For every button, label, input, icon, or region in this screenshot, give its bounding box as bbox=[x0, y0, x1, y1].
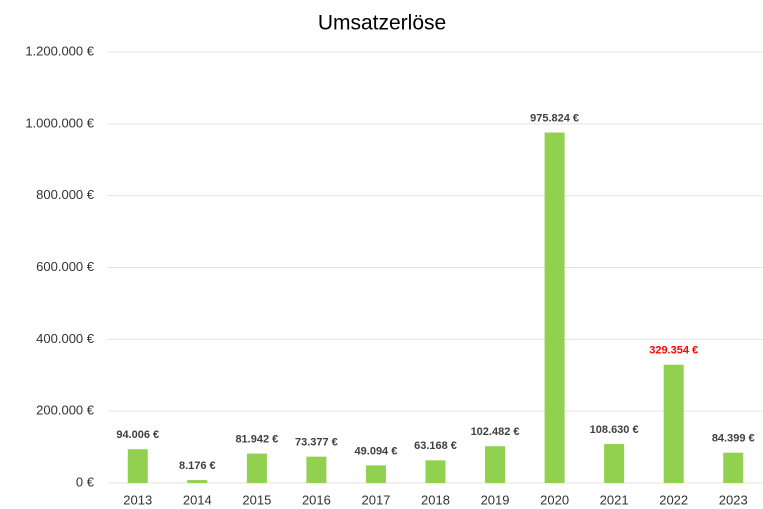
x-tick-label: 2018 bbox=[421, 492, 450, 507]
y-tick-label: 600.000 € bbox=[36, 259, 95, 274]
value-label: 49.094 € bbox=[355, 445, 398, 457]
value-label: 94.006 € bbox=[116, 429, 159, 441]
bar bbox=[723, 452, 744, 483]
x-tick-label: 2023 bbox=[719, 492, 748, 507]
value-label: 975.824 € bbox=[530, 112, 579, 124]
value-label: 329.354 € bbox=[649, 345, 698, 357]
value-label: 63.168 € bbox=[414, 440, 457, 452]
chart-title: Umsatzerlöse bbox=[318, 12, 446, 35]
x-tick-label: 2021 bbox=[600, 492, 629, 507]
y-tick-label: 1.200.000 € bbox=[25, 43, 94, 58]
x-tick-label: 2017 bbox=[361, 492, 390, 507]
x-tick-label: 2015 bbox=[242, 492, 271, 507]
x-tick-label: 2013 bbox=[123, 492, 152, 507]
x-tick-label: 2022 bbox=[659, 492, 688, 507]
bar bbox=[127, 449, 148, 483]
value-label: 8.176 € bbox=[179, 460, 216, 472]
x-tick-label: 2016 bbox=[302, 492, 331, 507]
bar bbox=[187, 480, 208, 483]
y-tick-label: 200.000 € bbox=[36, 403, 95, 418]
bar bbox=[425, 460, 446, 483]
x-tick-label: 2019 bbox=[481, 492, 510, 507]
value-label: 102.482 € bbox=[471, 426, 520, 438]
y-tick-label: 1.000.000 € bbox=[25, 115, 94, 130]
bar bbox=[663, 364, 684, 483]
bar bbox=[544, 132, 565, 483]
value-label: 108.630 € bbox=[590, 424, 639, 436]
y-tick-label: 400.000 € bbox=[36, 331, 95, 346]
value-label: 81.942 € bbox=[235, 433, 278, 445]
x-tick-label: 2014 bbox=[183, 492, 212, 507]
bar bbox=[604, 443, 625, 483]
bar bbox=[306, 456, 327, 483]
x-tick-label: 2020 bbox=[540, 492, 569, 507]
y-tick-label: 800.000 € bbox=[36, 187, 95, 202]
value-label: 73.377 € bbox=[295, 437, 338, 449]
y-tick-label: 0 € bbox=[76, 474, 95, 489]
bar bbox=[246, 453, 267, 483]
value-label: 84.399 € bbox=[712, 433, 755, 445]
bar bbox=[485, 446, 506, 483]
bar bbox=[365, 465, 386, 483]
